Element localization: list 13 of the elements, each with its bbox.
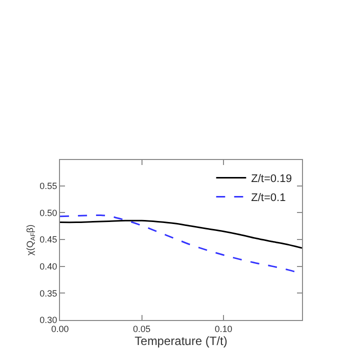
y-tick-label: 0.40 [40, 261, 58, 272]
y-tick-label: 0.35 [40, 288, 58, 298]
x-tick-label: 0.00 [51, 324, 69, 334]
legend-label: Z/t=0.1 [251, 192, 286, 204]
x-tick-label: 0.10 [214, 324, 232, 334]
y-tick-label: 0.50 [40, 208, 58, 218]
x-tick-label: 0.05 [132, 324, 151, 334]
y-tick-label: 0.30 [40, 315, 58, 326]
legend-label: Z/t=0.19 [251, 172, 292, 185]
line-series [60, 220, 302, 249]
y-tick-label: 0.45 [40, 234, 58, 245]
x-axis-title: Temperature (T/t) [134, 334, 228, 348]
y-tick-label: 0.55 [40, 180, 58, 191]
